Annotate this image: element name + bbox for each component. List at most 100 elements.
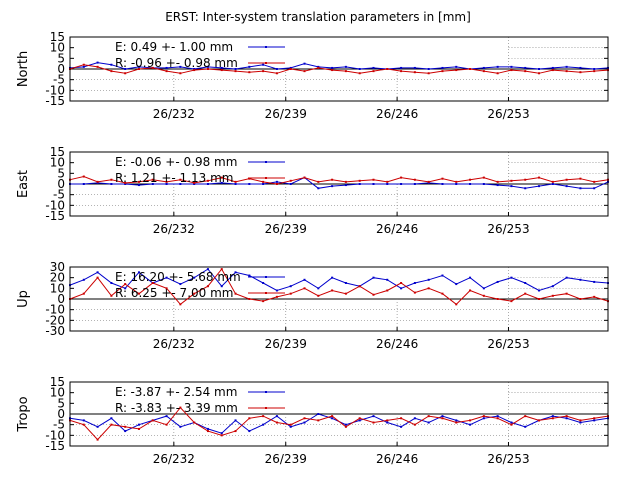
data-point-e bbox=[372, 66, 375, 69]
data-point-r bbox=[262, 415, 265, 418]
legend-label: R: -0.96 +- 0.98 mm bbox=[115, 56, 238, 70]
data-point-r bbox=[220, 434, 223, 437]
data-point-r bbox=[386, 68, 389, 70]
data-point-e bbox=[524, 282, 527, 284]
data-point-e bbox=[427, 421, 430, 424]
data-point-r bbox=[344, 425, 347, 428]
legend-marker bbox=[265, 391, 267, 393]
data-point-e bbox=[110, 63, 113, 66]
data-point-r bbox=[455, 180, 458, 183]
data-point-e bbox=[317, 413, 320, 415]
data-point-e bbox=[275, 68, 278, 70]
data-point-r bbox=[469, 419, 472, 422]
data-point-r bbox=[179, 178, 182, 181]
data-point-r bbox=[165, 180, 168, 183]
data-point-r bbox=[331, 415, 334, 418]
plot-frame bbox=[69, 266, 609, 332]
data-point-r bbox=[234, 292, 237, 295]
data-point-r bbox=[248, 417, 251, 420]
data-point-r bbox=[220, 69, 223, 72]
data-point-e bbox=[496, 280, 499, 283]
data-point-e bbox=[331, 276, 334, 279]
data-point-e bbox=[538, 185, 541, 188]
data-point-r bbox=[344, 292, 347, 295]
data-point-e bbox=[510, 65, 513, 68]
data-point-r bbox=[386, 419, 389, 422]
data-point-r bbox=[579, 419, 582, 422]
data-point-r bbox=[400, 176, 403, 179]
data-point-e bbox=[386, 278, 389, 281]
data-point-r bbox=[165, 287, 168, 290]
data-point-r bbox=[482, 415, 485, 418]
data-point-r bbox=[579, 71, 582, 74]
data-point-r bbox=[538, 176, 541, 179]
data-point-e bbox=[206, 268, 209, 271]
data-point-e bbox=[262, 282, 265, 284]
data-point-e bbox=[413, 183, 416, 185]
legend-marker bbox=[265, 276, 267, 278]
data-point-e bbox=[220, 181, 223, 184]
data-point-e bbox=[165, 66, 168, 69]
data-point-r bbox=[510, 179, 513, 182]
data-point-e bbox=[275, 415, 278, 418]
data-point-e bbox=[179, 283, 182, 286]
data-point-e bbox=[275, 180, 278, 183]
data-point-r bbox=[275, 72, 278, 75]
x-tick-label: 26/239 bbox=[265, 107, 307, 121]
x-tick-label: 26/253 bbox=[487, 222, 529, 236]
data-point-e bbox=[110, 417, 113, 420]
data-point-e bbox=[248, 65, 251, 68]
x-tick-label: 26/239 bbox=[265, 222, 307, 236]
data-point-e bbox=[469, 276, 472, 279]
data-point-r bbox=[510, 423, 513, 426]
data-point-e bbox=[455, 65, 458, 68]
data-point-r bbox=[96, 276, 99, 279]
data-point-e bbox=[413, 66, 416, 69]
data-point-e bbox=[538, 289, 541, 292]
x-tick-label: 26/232 bbox=[153, 452, 195, 466]
data-point-e bbox=[441, 274, 444, 277]
data-point-r bbox=[441, 292, 444, 295]
data-point-r bbox=[413, 71, 416, 74]
data-point-e bbox=[193, 68, 196, 70]
y-tick-label: 10 bbox=[50, 41, 65, 55]
data-point-r bbox=[275, 295, 278, 298]
y-tick-label: 10 bbox=[50, 156, 65, 170]
data-point-r bbox=[110, 70, 113, 73]
y-tick-label: -15 bbox=[45, 94, 65, 108]
data-point-e bbox=[179, 65, 182, 68]
data-point-r bbox=[551, 69, 554, 72]
data-point-r bbox=[234, 70, 237, 73]
x-tick-label: 26/246 bbox=[376, 107, 418, 121]
data-point-e bbox=[289, 66, 292, 69]
data-point-r bbox=[289, 179, 292, 182]
data-point-r bbox=[262, 70, 265, 73]
data-point-r bbox=[303, 287, 306, 290]
data-point-e bbox=[372, 415, 375, 418]
data-point-r bbox=[496, 417, 499, 420]
data-point-r bbox=[317, 419, 320, 422]
data-point-r bbox=[496, 72, 499, 75]
data-point-e bbox=[289, 183, 292, 185]
data-point-r bbox=[524, 70, 527, 73]
y-tick-label: 0 bbox=[57, 62, 65, 76]
data-point-e bbox=[206, 183, 209, 185]
legend-label: E: 16.20 +- 5.68 mm bbox=[115, 270, 241, 284]
data-point-e bbox=[400, 287, 403, 290]
data-point-e bbox=[82, 278, 85, 281]
data-point-r bbox=[124, 72, 127, 75]
data-point-r bbox=[565, 292, 568, 295]
y-tick-label: 15 bbox=[50, 145, 65, 159]
data-point-r bbox=[137, 427, 140, 430]
data-point-e bbox=[303, 278, 306, 281]
data-point-e bbox=[400, 425, 403, 428]
data-point-r bbox=[372, 293, 375, 296]
data-point-e bbox=[110, 183, 113, 185]
data-point-r bbox=[538, 72, 541, 75]
series-line-r bbox=[69, 268, 609, 305]
y-tick-label: -5 bbox=[53, 188, 65, 202]
data-point-r bbox=[289, 68, 292, 70]
